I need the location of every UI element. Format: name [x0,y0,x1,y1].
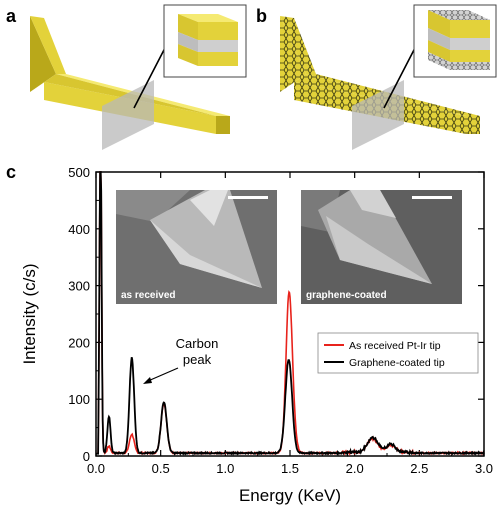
chart-series [96,171,485,458]
sem-left-caption: as received [121,290,176,301]
chart-legend: As received Pt-Ir tip Graphene-coated tip [317,332,479,374]
cut-plane [102,80,154,150]
x-tick-label: 2.5 [410,461,428,476]
annotation-line-1: Carbon [176,336,219,351]
y-axis-label: Intensity (c/s) [20,263,39,364]
cut-plane [352,80,404,150]
annotation-line-2: peak [183,352,212,367]
panel-a-letter: a [6,6,17,26]
y-tick-label: 300 [68,279,90,294]
annotation-arrow-line [147,367,179,382]
series-line-graphene-coated [96,171,485,458]
legend-label: As received Pt-Ir tip [349,340,441,352]
legend-label: Graphene-coated tip [349,357,445,369]
panel-c-letter: c [6,162,17,182]
x-tick-label: 2.0 [346,461,364,476]
x-tick-label: 3.0 [475,461,493,476]
y-tick-label: 400 [68,222,90,237]
x-tick-label: 0.5 [152,461,170,476]
x-tick-label: 1.5 [281,461,299,476]
sem-image-graphene-coated: graphene-coated [301,190,462,304]
y-tick-label: 0 [83,449,90,464]
zoom-inset-layers [178,14,238,66]
x-tick-label: 0.0 [87,461,105,476]
x-tick-label: 1.0 [216,461,234,476]
zoom-line [383,45,417,109]
y-tick-label: 200 [68,335,90,350]
legend-box [317,332,479,374]
annotation-arrowhead [143,377,152,384]
y-tick-label: 500 [68,165,90,180]
sem-image-as-received: as received [116,190,277,304]
chart-axes: 0.0 0.5 1.0 1.5 2.0 2.5 3.0 0 100 200 300 400 500 Ene… [20,165,493,505]
eds-chart: 0.0 0.5 1.0 1.5 2.0 2.5 3.0 0 100 200 300 400 500 Ene… [20,165,493,505]
zoom-line [133,45,167,109]
zoom-inset-layers [428,10,490,70]
x-axis-label: Energy (KeV) [239,486,341,505]
panel-a-illustration [30,4,247,150]
panel-b-illustration [280,4,497,150]
y-tick-label: 100 [68,392,90,407]
carbon-peak-annotation: Carbon peak [143,336,218,384]
sem-right-caption: graphene-coated [306,290,387,301]
panel-b-letter: b [256,6,267,26]
